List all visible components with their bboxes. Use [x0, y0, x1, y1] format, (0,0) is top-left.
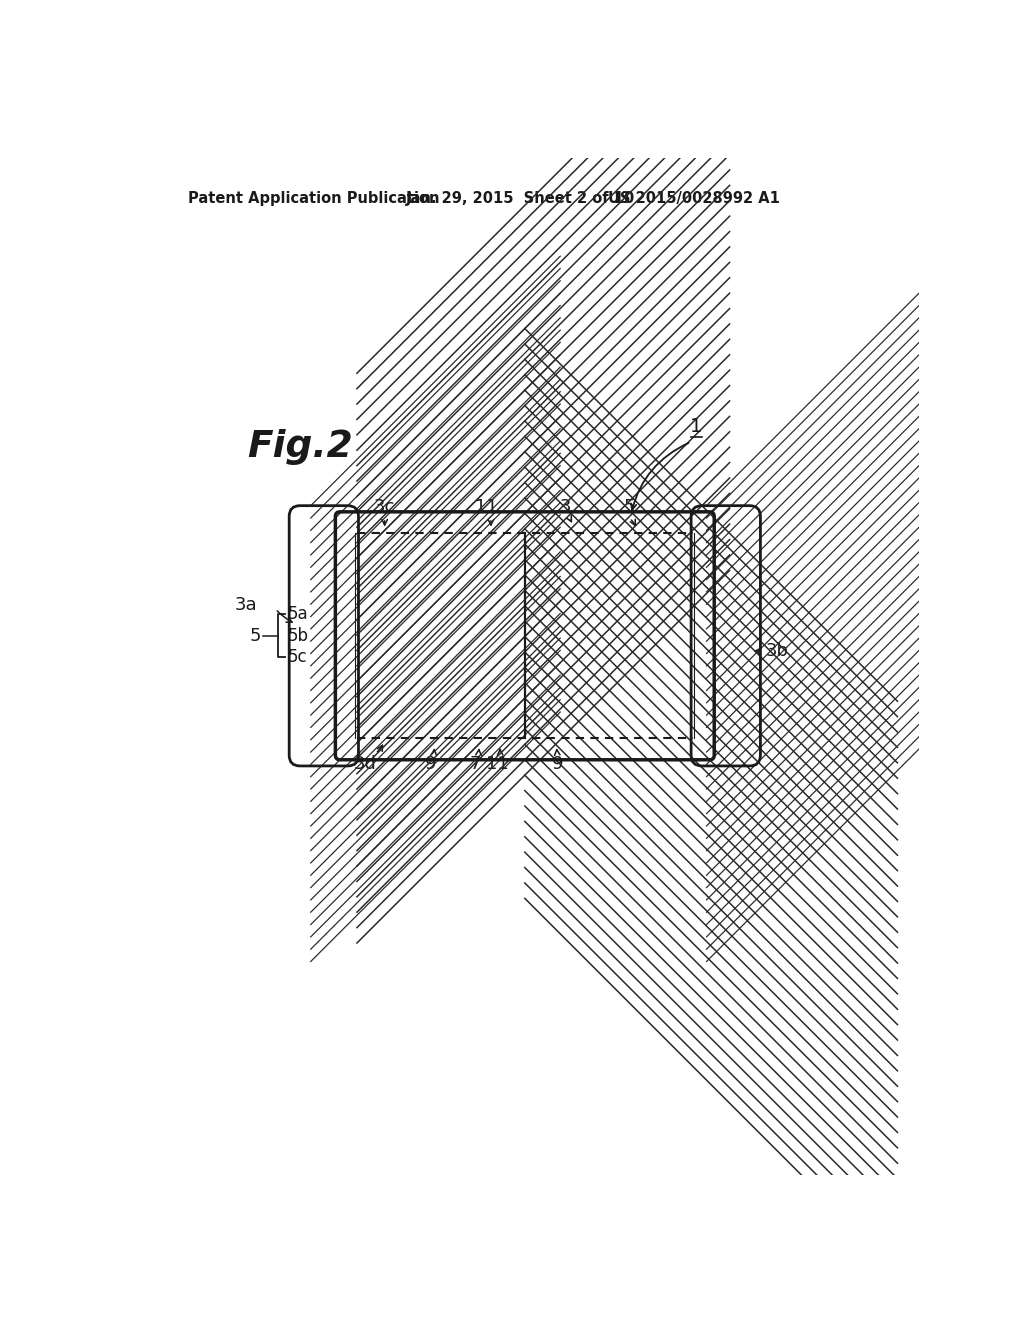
Bar	[310, 527, 343, 744]
Text: 5a: 5a	[288, 606, 308, 623]
Text: 11: 11	[475, 499, 498, 516]
Text: 5: 5	[250, 627, 261, 644]
Text: 3b: 3b	[766, 643, 788, 660]
Text: 3a: 3a	[234, 597, 258, 614]
Bar	[524, 533, 692, 738]
Text: 3: 3	[560, 499, 571, 516]
FancyBboxPatch shape	[289, 506, 358, 766]
Text: 9: 9	[552, 755, 563, 774]
Text: 5b: 5b	[288, 627, 308, 644]
Text: Patent Application Publication: Patent Application Publication	[188, 191, 440, 206]
Text: 1: 1	[690, 417, 702, 436]
FancyBboxPatch shape	[691, 506, 761, 766]
Text: 5c: 5c	[288, 648, 307, 667]
Bar	[357, 533, 524, 738]
Text: US 2015/0028992 A1: US 2015/0028992 A1	[608, 191, 780, 206]
Text: 7: 7	[470, 755, 481, 774]
Text: Jan. 29, 2015  Sheet 2 of 10: Jan. 29, 2015 Sheet 2 of 10	[407, 191, 636, 206]
FancyBboxPatch shape	[336, 512, 714, 760]
Text: Fig.2: Fig.2	[248, 429, 353, 466]
Text: 3d: 3d	[354, 755, 377, 774]
Text: 5: 5	[624, 499, 635, 516]
Text: 3c: 3c	[374, 499, 395, 516]
Text: 11: 11	[485, 755, 509, 774]
Text: 9: 9	[425, 755, 436, 774]
Bar	[707, 527, 739, 744]
